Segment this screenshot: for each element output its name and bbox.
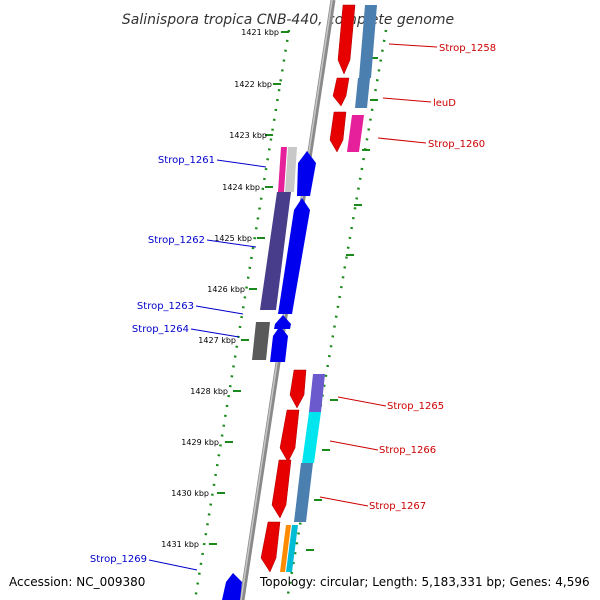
kbp-label: 1423 kbp	[229, 131, 267, 140]
cds-strop-1266	[302, 412, 321, 463]
callout-line	[388, 43, 438, 48]
kbp-label: 1421 kbp	[241, 28, 279, 37]
cds-strop-1268-orange	[280, 525, 291, 572]
callout-line	[206, 239, 257, 248]
kbp-label: 1422 kbp	[234, 80, 272, 89]
cds-strop-1261-pink	[278, 147, 287, 192]
gene-strop-1266-arrow	[279, 409, 300, 463]
gene-strop-1262-arrow	[278, 198, 310, 314]
gene-label-strop-1266[interactable]: Strop_1266	[379, 445, 436, 456]
kbp-label: 1427 kbp	[198, 336, 236, 345]
cds-strop-1262	[260, 192, 291, 310]
kbp-label: 1424 kbp	[222, 183, 260, 192]
gene-label-strop-1258[interactable]: Strop_1258	[439, 43, 496, 54]
callout-line	[195, 305, 244, 315]
callout-line	[319, 496, 369, 507]
gene-label-strop-1267[interactable]: Strop_1267	[369, 501, 426, 512]
callout-line	[216, 159, 267, 168]
gene-leud-arrow	[332, 77, 350, 107]
callout-line	[148, 559, 198, 571]
genome-summary-text: Topology: circular; Length: 5,183,331 bp…	[260, 575, 590, 589]
kbp-label: 1428 kbp	[190, 387, 228, 396]
gene-strop-1265-arrow	[289, 369, 307, 409]
reverse-features	[222, 147, 316, 600]
gene-label-strop-1269[interactable]: Strop_1269	[90, 554, 147, 565]
gene-strop-1267-arrow	[271, 459, 292, 519]
cds-strop-1260	[347, 115, 364, 152]
cds-strop-1258	[359, 5, 377, 78]
gene-label-strop-1265[interactable]: Strop_1265	[387, 401, 444, 412]
kbp-labels: 1421 kbp 1422 kbp 1423 kbp 1424 kbp 1425…	[161, 28, 279, 549]
cds-strop-1261-grey	[285, 147, 297, 192]
cds-leud	[355, 78, 370, 108]
tick-lanes	[193, 29, 388, 600]
gene-label-strop-1262[interactable]: Strop_1262	[148, 235, 205, 246]
gene-label-strop-1260[interactable]: Strop_1260	[428, 139, 485, 150]
kbp-label: 1430 kbp	[171, 489, 209, 498]
callout-line	[190, 328, 240, 338]
callout-line	[377, 137, 427, 144]
gene-strop-1263-arrow	[274, 315, 291, 329]
gene-label-strop-1261[interactable]: Strop_1261	[158, 155, 215, 166]
gene-strop-1269-arrow	[222, 573, 242, 600]
outer-tick-lane	[193, 29, 291, 600]
kbp-label: 1425 kbp	[214, 234, 252, 243]
gene-label-leud[interactable]: leuD	[433, 98, 456, 109]
kbp-label: 1426 kbp	[207, 285, 245, 294]
cds-strop-1267	[294, 463, 313, 522]
gene-strop-1268-arrow	[260, 521, 281, 573]
gene-strop-1264-arrow	[270, 326, 288, 362]
cds-strop-1264	[252, 322, 270, 360]
gene-strop-1261-arrow	[297, 151, 316, 196]
kbp-label: 1431 kbp	[161, 540, 199, 549]
callout-lines	[148, 43, 438, 571]
callout-line	[329, 440, 379, 451]
map-title: Salinispora tropica CNB-440, complete ge…	[122, 12, 454, 28]
gene-strop-1258-arrow	[337, 4, 356, 75]
cds-strop-1268-cyan	[286, 525, 298, 572]
forward-features	[260, 4, 377, 573]
gene-label-strop-1263[interactable]: Strop_1263	[137, 301, 194, 312]
kbp-label: 1429 kbp	[181, 438, 219, 447]
gene-labels: Strop_1258 leuD Strop_1260 Strop_1261 St…	[90, 43, 496, 565]
gene-label-strop-1264[interactable]: Strop_1264	[132, 324, 189, 335]
callout-line	[382, 97, 432, 103]
callout-line	[337, 396, 387, 407]
cds-strop-1265	[309, 374, 325, 412]
accession-text: Accession: NC_009380	[9, 575, 146, 589]
gene-strop-1260-arrow	[329, 111, 347, 153]
